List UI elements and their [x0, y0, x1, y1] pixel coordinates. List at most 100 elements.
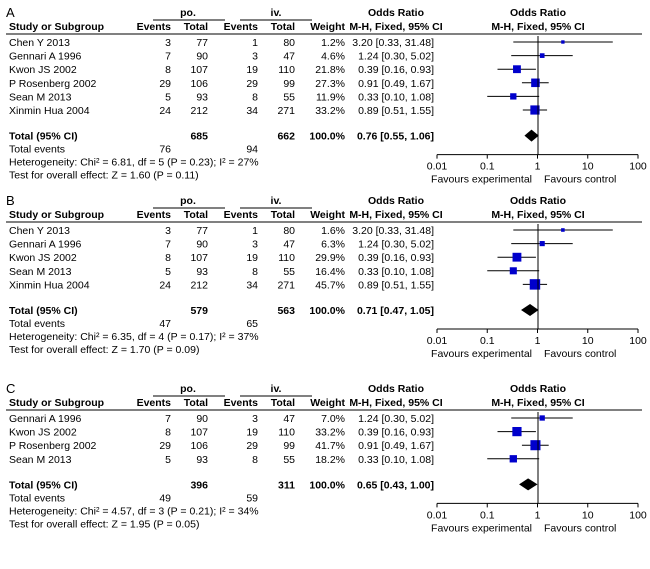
- study-events-control: 8: [252, 91, 258, 103]
- column-header-study: Study or Subgroup: [9, 397, 104, 409]
- pooled-effect-diamond: [521, 304, 539, 316]
- effect-square: [513, 65, 521, 74]
- study-total-control: 47: [283, 413, 295, 425]
- effect-square: [561, 40, 565, 44]
- column-header-study: Study or Subgroup: [9, 21, 104, 33]
- column-header-events-experimental: Events: [137, 397, 172, 409]
- group-header-experimental: po.: [180, 7, 196, 19]
- study-events-control: 34: [246, 105, 258, 117]
- study-events-control: 34: [246, 279, 258, 291]
- study-events-experimental: 29: [159, 440, 171, 452]
- study-total-experimental: 77: [196, 225, 208, 237]
- study-events-experimental: 8: [165, 64, 171, 76]
- x-tick-label: 0.01: [427, 161, 448, 173]
- column-header-events-experimental: Events: [137, 21, 172, 33]
- total-label: Total (95% CI): [9, 305, 78, 317]
- study-total-control: 110: [278, 252, 295, 264]
- effect-square: [539, 241, 545, 247]
- study-events-experimental: 8: [165, 427, 171, 439]
- column-header-plot-method: M-H, Fixed, 95% CI: [491, 397, 584, 409]
- column-header-total-control: Total: [271, 209, 295, 221]
- study-or-ci: 3.20 [0.33, 31.48]: [352, 37, 434, 49]
- study-or-ci: 0.39 [0.16, 0.93]: [358, 427, 434, 439]
- effect-square: [510, 93, 517, 100]
- study-events-experimental: 29: [159, 78, 171, 90]
- favours-experimental-label: Favours experimental: [431, 174, 532, 186]
- study-events-control: 29: [246, 78, 258, 90]
- study-total-control: 99: [283, 440, 295, 452]
- total-events-control: 65: [246, 318, 258, 330]
- study-or-ci: 0.91 [0.49, 1.67]: [358, 78, 434, 90]
- or-column-title: Odds Ratio: [368, 383, 424, 395]
- total-weight: 100.0%: [309, 479, 345, 491]
- x-tick-label: 0.1: [480, 161, 495, 173]
- effect-square: [509, 267, 517, 275]
- study-events-control: 8: [252, 266, 258, 278]
- effect-square: [509, 455, 517, 463]
- column-header-events-control: Events: [224, 21, 259, 33]
- study-events-control: 19: [246, 252, 258, 264]
- column-header-total-experimental: Total: [184, 209, 208, 221]
- study-total-experimental: 106: [190, 440, 208, 452]
- x-tick-label: 100: [629, 161, 647, 173]
- study-total-experimental: 93: [196, 454, 208, 466]
- study-events-control: 19: [246, 64, 258, 76]
- panel-label: B: [6, 193, 15, 208]
- total-events-experimental: 49: [159, 492, 171, 504]
- study-events-control: 1: [252, 225, 258, 237]
- total-or-ci: 0.65 [0.43, 1.00]: [357, 479, 434, 491]
- study-or-ci: 0.89 [0.51, 1.55]: [358, 105, 434, 117]
- total-control: 311: [278, 479, 295, 491]
- total-events-label: Total events: [9, 144, 65, 156]
- effect-square: [530, 105, 540, 115]
- study-name: Kwon JS 2002: [9, 252, 77, 264]
- study-total-experimental: 107: [190, 427, 208, 439]
- study-events-experimental: 24: [159, 105, 171, 117]
- study-total-experimental: 212: [190, 105, 208, 117]
- x-tick-label: 0.1: [480, 335, 495, 347]
- study-total-control: 271: [277, 105, 295, 117]
- study-events-experimental: 7: [165, 239, 171, 251]
- study-weight: 11.9%: [316, 91, 345, 103]
- study-name: Chen Y 2013: [9, 225, 70, 237]
- study-total-control: 47: [283, 239, 295, 251]
- or-column-title: Odds Ratio: [368, 195, 424, 207]
- favours-experimental-label: Favours experimental: [431, 522, 532, 534]
- total-or-ci: 0.76 [0.55, 1.06]: [357, 131, 434, 143]
- study-total-experimental: 93: [196, 91, 208, 103]
- total-experimental: 396: [190, 479, 208, 491]
- column-header-total-experimental: Total: [184, 21, 208, 33]
- study-total-control: 99: [283, 78, 295, 90]
- group-header-control: iv.: [271, 7, 282, 19]
- study-total-experimental: 77: [196, 37, 208, 49]
- study-events-control: 3: [252, 51, 258, 63]
- study-name: P Rosenberg 2002: [9, 78, 97, 90]
- column-header-study: Study or Subgroup: [9, 209, 104, 221]
- study-or-ci: 0.91 [0.49, 1.67]: [358, 440, 434, 452]
- effect-square: [529, 279, 541, 290]
- total-events-control: 94: [246, 144, 258, 156]
- study-name: Kwon JS 2002: [9, 427, 77, 439]
- x-tick-label: 0.01: [427, 335, 448, 347]
- total-label: Total (95% CI): [9, 131, 78, 143]
- effect-square: [531, 78, 540, 88]
- x-tick-label: 1: [535, 335, 541, 347]
- study-or-ci: 0.39 [0.16, 0.93]: [358, 252, 434, 264]
- study-weight: 33.2%: [315, 105, 345, 117]
- study-weight: 45.7%: [315, 279, 345, 291]
- study-total-experimental: 93: [196, 266, 208, 278]
- favours-control-label: Favours control: [544, 522, 616, 534]
- study-weight: 7.0%: [321, 413, 345, 425]
- column-header-or-method: M-H, Fixed, 95% CI: [349, 209, 442, 221]
- study-weight: 6.3%: [321, 239, 345, 251]
- study-or-ci: 0.33 [0.10, 1.08]: [358, 91, 434, 103]
- x-tick-label: 100: [629, 509, 647, 521]
- study-events-control: 29: [246, 440, 258, 452]
- column-header-total-control: Total: [271, 21, 295, 33]
- total-control: 563: [277, 305, 295, 317]
- study-weight: 29.9%: [315, 252, 345, 264]
- study-name: Gennari A 1996: [9, 239, 82, 251]
- study-name: P Rosenberg 2002: [9, 440, 97, 452]
